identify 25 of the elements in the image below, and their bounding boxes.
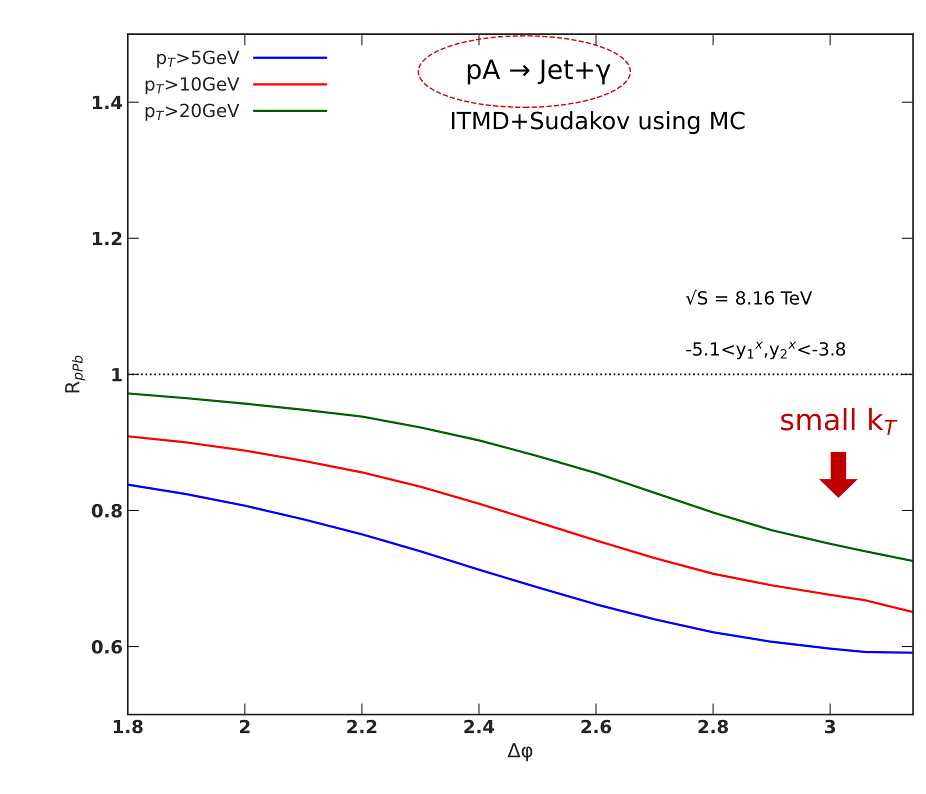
legend-label: p$_{T}$>20GeV bbox=[146, 104, 240, 121]
y-axis-title: R$_{pPb}$ bbox=[65, 356, 86, 392]
x-tick-label: 2.8 bbox=[698, 720, 728, 734]
annotation: √S = 8.16 TeV bbox=[686, 290, 812, 305]
y-tick-label: 1.4 bbox=[92, 96, 122, 110]
y-tick-label: 1.2 bbox=[92, 232, 122, 246]
line-series bbox=[128, 435, 914, 613]
x-tick-label: 3 bbox=[825, 720, 835, 734]
line-series bbox=[128, 483, 914, 654]
annotation: small k$_{T}$ bbox=[781, 408, 898, 435]
x-tick-label: 2.6 bbox=[581, 720, 612, 734]
legend-label: p$_{T}$>10GeV bbox=[146, 77, 240, 94]
annotation: ITMD+Sudakov using MC bbox=[452, 111, 744, 134]
x-axis-title: Δφ bbox=[508, 743, 532, 762]
line-series bbox=[128, 392, 914, 562]
x-tick-label: 1.8 bbox=[114, 720, 143, 734]
x-tick-label: 2.2 bbox=[347, 720, 376, 734]
y-tick-label: 0.8 bbox=[92, 504, 122, 518]
x-tick-label: 2.4 bbox=[464, 720, 494, 734]
annotation: -5.1<y$_{1}$$^{x}$,y$_{2}$$^{x}$<-3.8 bbox=[686, 342, 846, 360]
legend-label: p$_{T}$>5GeV bbox=[157, 50, 240, 68]
y-tick-label: 1 bbox=[112, 368, 122, 382]
x-tick-label: 2 bbox=[240, 720, 250, 734]
annotation: pA → Jet+γ bbox=[468, 60, 610, 84]
y-tick-label: 0.6 bbox=[92, 640, 122, 654]
